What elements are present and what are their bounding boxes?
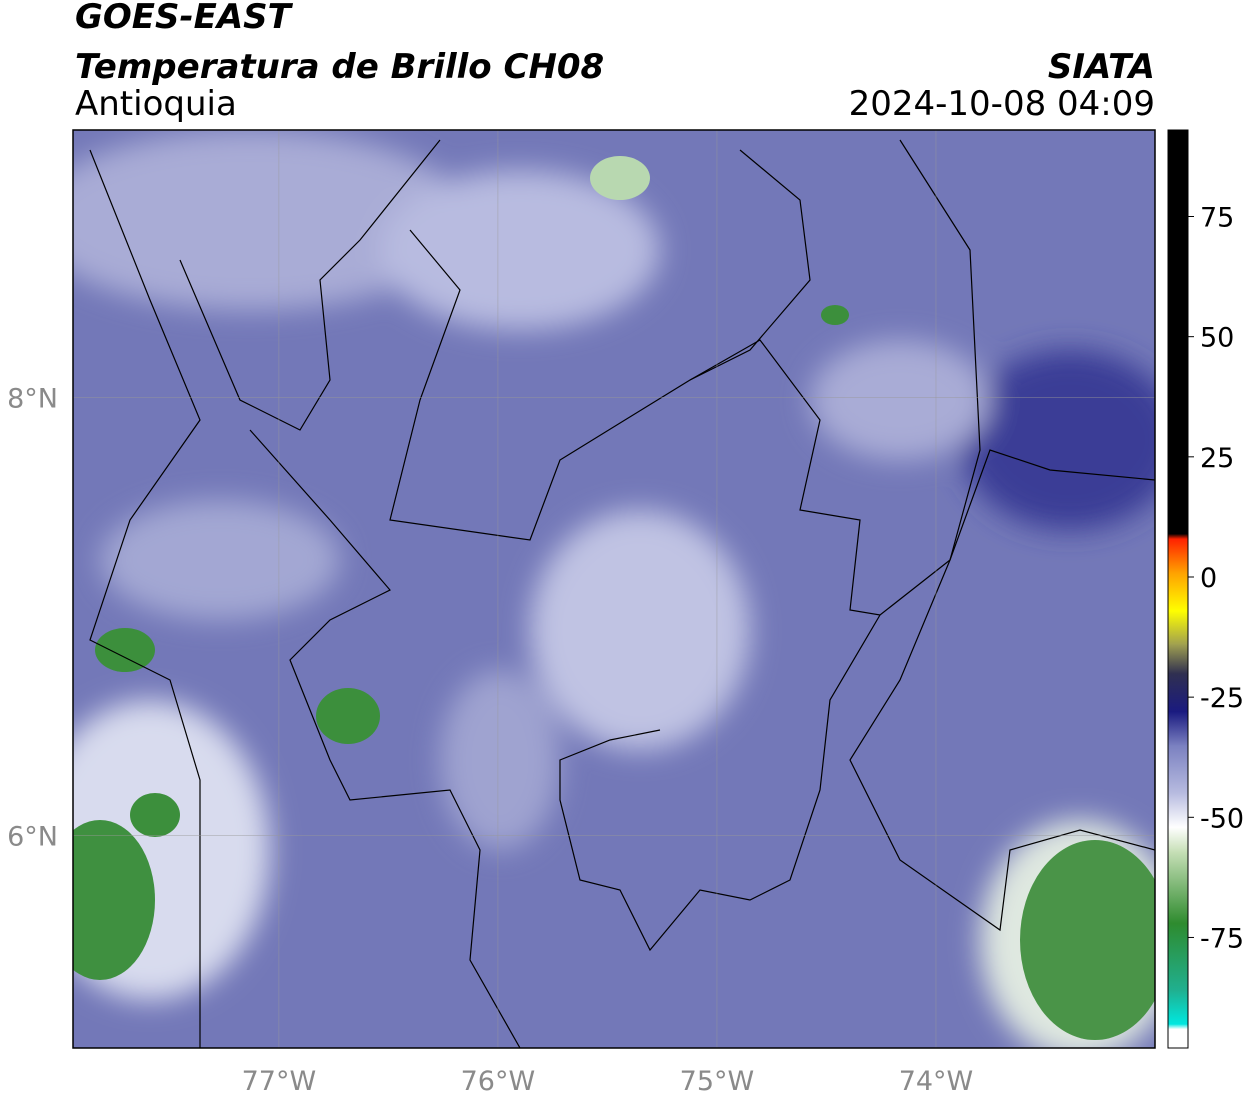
colorbar-segment	[1168, 1028, 1188, 1049]
colorbar-segment	[1168, 673, 1188, 713]
colorbar-segment	[1168, 745, 1188, 794]
colorbar-tick-label: -75	[1200, 923, 1244, 954]
y-tick-label: 6°N	[7, 821, 58, 852]
colorbar-tick-label: 0	[1200, 563, 1217, 594]
colorbar-segment	[1168, 793, 1188, 828]
y-tick-label: 8°N	[7, 383, 58, 414]
colorbar-tick-label: -25	[1200, 683, 1244, 714]
subtitle: Temperatura de Brillo CH08	[75, 47, 604, 87]
x-tick-label: 74°W	[899, 1066, 974, 1097]
colorbar-frame	[1167, 129, 1189, 1049]
colorbar-segment	[1168, 850, 1188, 924]
satellite-image	[73, 130, 1155, 1048]
colorbar-segment	[1168, 826, 1188, 852]
colorbar-tick-label: 25	[1200, 443, 1234, 474]
grid	[73, 130, 1155, 1048]
x-tick-label: 76°W	[461, 1066, 536, 1097]
colorbar-segment	[1168, 130, 1188, 535]
colorbar-segment	[1168, 533, 1188, 540]
colorbar-tick-label: 75	[1200, 203, 1234, 234]
colorbar-segment	[1168, 610, 1188, 645]
region: Antioquia	[75, 84, 237, 124]
colorbar-segment	[1168, 990, 1188, 1025]
colorbar-segment	[1168, 538, 1188, 573]
colorbar-segment	[1168, 711, 1188, 746]
title: GOES-EAST	[75, 0, 294, 37]
x-tick-label: 75°W	[680, 1066, 755, 1097]
colorbar-segment	[1168, 644, 1188, 674]
colorbar	[1168, 130, 1194, 1049]
datetime: 2024-10-08 04:09	[849, 84, 1155, 124]
colorbar-segment	[1168, 572, 1188, 612]
map-frame	[72, 129, 1156, 1049]
colorbar-tick-label: 50	[1200, 323, 1234, 354]
colorbar-tick-label: -50	[1200, 803, 1244, 834]
x-tick-label: 77°W	[242, 1066, 317, 1097]
source: SIATA	[1048, 47, 1155, 87]
colorbar-segment	[1168, 1023, 1188, 1030]
colorbar-segment	[1168, 923, 1188, 991]
